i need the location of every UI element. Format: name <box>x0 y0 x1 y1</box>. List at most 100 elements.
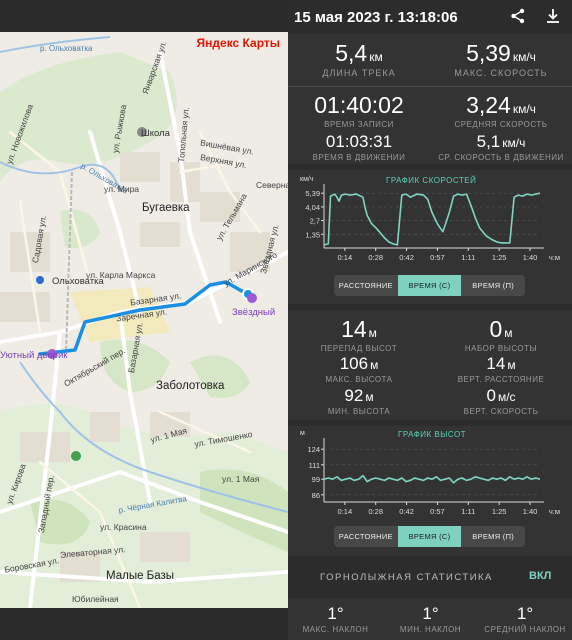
x-tick-label: 1:40 <box>523 253 538 262</box>
yandex-logo-text: Яндекс Карты <box>196 36 280 50</box>
map-label: ул. Красина <box>100 522 147 532</box>
avg-slope-stat: 1° СРЕДНИЙ НАКЛОН <box>478 604 572 634</box>
speed-unit: км/ч <box>300 176 314 183</box>
elevation-tab-distance[interactable]: РАССТОЯНИЕ <box>338 532 393 541</box>
speed-tab-time-moving[interactable]: ВРЕМЯ (П) <box>472 281 515 290</box>
elevation-drop-unit: м <box>368 326 377 340</box>
map-label: р. Ольховатка <box>40 44 93 53</box>
avg-slope-label: СРЕДНИЙ НАКЛОН <box>484 625 566 634</box>
y-tick-label: 5,39 <box>305 189 320 198</box>
avg-speed-label: СРЕДНЯЯ СКОРОСТЬ <box>454 120 548 129</box>
moving-time-value: 01:03:31 <box>325 132 393 151</box>
stats-panel: 15 мая 2023 г. 13:18:06 5,4 км ДЛИНА ТРЕК… <box>288 0 572 640</box>
yandex-maps-logo[interactable]: Яндекс Карты <box>197 36 280 50</box>
elevation-max-unit: м <box>370 358 379 372</box>
map-label: Уютный дворик <box>0 350 68 361</box>
x-tick-label: 0:42 <box>399 253 414 262</box>
vert-distance-value: 14 <box>486 354 506 373</box>
max-slope-stat: 1° МАКС. НАКЛОН <box>288 604 383 634</box>
avg-speed-value: 3,24 <box>466 92 511 118</box>
y-tick-label: 99 <box>312 475 320 484</box>
avg-speed-unit: км/ч <box>512 102 536 116</box>
avg-moving-speed-unit: км/ч <box>502 136 526 150</box>
map-label: Школа <box>141 128 170 139</box>
ski-stats-toggle[interactable]: ВКЛ <box>529 570 552 582</box>
speed-chart-card: км/ч ГРАФИК СКОРОСТЕЙ 1,35 2,7 4,04 5,39 0:1… <box>288 170 572 304</box>
series-line <box>323 192 541 246</box>
vert-distance-unit: м <box>507 358 516 372</box>
vert-speed-unit: м/с <box>497 390 516 404</box>
series-line <box>323 474 541 484</box>
vert-speed-stat: 0 м/с ВЕРТ. СКОРОСТЬ <box>430 386 572 416</box>
vert-speed-label: ВЕРТ. СКОРОСТЬ <box>463 407 539 416</box>
elevation-gain-value: 0 <box>489 316 503 342</box>
elevation-max-label: МАКС. ВЫСОТА <box>325 375 393 384</box>
min-slope-value: 1° <box>422 604 439 623</box>
speed-chart[interactable]: 1,35 2,7 4,04 5,39 0:14 0:28 0:42 0:57 1:11 1:25 1… <box>288 170 572 270</box>
elevation-chart-card: м ГРАФИК ВЫСОТ 86 99 111 124 0:14 0:28 0:42 0:5… <box>288 426 572 556</box>
min-slope-stat: 1° МИН. НАКЛОН <box>383 604 478 634</box>
x-tick-label: 1:11 <box>461 253 475 262</box>
ski-stats-card: 1° МАКС. НАКЛОН 1° МИН. НАКЛОН 1° СРЕДНИ… <box>288 598 572 640</box>
x-tick-label: 0:57 <box>430 507 445 516</box>
speed-axis-mode: РАССТОЯНИЕ ВРЕМЯ (С) ВРЕМЯ (П) <box>334 275 525 296</box>
y-tick-label: 1,35 <box>305 230 320 239</box>
x-axis-unit: ч:м <box>549 253 560 262</box>
x-tick-label: 0:14 <box>338 253 353 262</box>
elevation-min-stat: 92 м МИН. ВЫСОТА <box>288 386 430 416</box>
x-tick-label: 1:11 <box>461 507 475 516</box>
elevation-tab-time-clock[interactable]: ВРЕМЯ (С) <box>397 526 462 547</box>
speed-chart-title: ГРАФИК СКОРОСТЕЙ <box>386 176 477 185</box>
elevation-gain-unit: м <box>504 326 513 340</box>
x-tick-label: 0:14 <box>338 507 353 516</box>
elevation-drop-value: 14 <box>341 316 367 342</box>
x-tick-label: 1:40 <box>523 507 538 516</box>
map-label: ул. 1 Мая <box>222 474 260 484</box>
x-tick-label: 0:28 <box>368 253 383 262</box>
speed-tab-time-clock[interactable]: ВРЕМЯ (С) <box>397 275 462 296</box>
max-speed-value: 5,39 <box>466 40 511 66</box>
max-slope-value: 1° <box>327 604 344 623</box>
record-time-stat: 01:40:02 ВРЕМЯ ЗАПИСИ <box>288 92 430 129</box>
share-icon[interactable] <box>510 8 526 24</box>
map-canvas[interactable]: Яндекс Карты р. Ольховатка Январская ул.… <box>0 32 288 608</box>
map-base <box>0 36 288 608</box>
map-panel: Яндекс Карты р. Ольховатка Январская ул.… <box>0 32 288 608</box>
avg-moving-speed-label: СР. СКОРОСТЬ В ДВИЖЕНИИ <box>438 153 564 162</box>
map-label: Юбилейная <box>72 594 119 604</box>
x-tick-label: 1:25 <box>492 507 507 516</box>
min-slope-label: МИН. НАКЛОН <box>399 625 462 634</box>
max-speed-unit: км/ч <box>512 50 536 64</box>
elevation-min-unit: м <box>365 390 374 404</box>
elevation-axis-mode: РАССТОЯНИЕ ВРЕМЯ (С) ВРЕМЯ (П) <box>334 526 525 547</box>
vert-distance-label: ВЕРТ. РАССТОЯНИЕ <box>457 375 545 384</box>
summary-card: 5,4 км ДЛИНА ТРЕКА 5,39 км/ч МАКС. СКОРОСТ… <box>288 34 572 164</box>
track-length-label: ДЛИНА ТРЕКА <box>322 68 396 78</box>
map-label: ул. Карла Маркса <box>86 270 156 280</box>
x-tick-label: 0:28 <box>368 507 383 516</box>
avg-moving-speed-stat: 5,1 км/ч СР. СКОРОСТЬ В ДВИЖЕНИИ <box>430 132 572 162</box>
map-label: Бугаевка <box>142 202 190 214</box>
elevation-chart[interactable]: 86 99 111 124 0:14 0:28 0:42 0:57 1:11 1:25 1:40 ч:… <box>288 426 572 524</box>
elevation-drop-stat: 14 м ПЕРЕПАД ВЫСОТ <box>288 316 430 353</box>
avg-speed-stat: 3,24 км/ч СРЕДНЯЯ СКОРОСТЬ <box>430 92 572 129</box>
map-label: Малые Базы <box>106 570 175 582</box>
elevation-unit: м <box>300 430 305 437</box>
track-length-stat: 5,4 км ДЛИНА ТРЕКА <box>288 40 430 78</box>
y-tick-label: 124 <box>307 445 320 454</box>
map-label: Звёздный <box>232 307 276 318</box>
vert-speed-value: 0 <box>486 386 496 405</box>
download-icon[interactable] <box>545 8 561 24</box>
map-label: Заболотовка <box>156 380 225 392</box>
y-tick-label: 111 <box>309 461 320 470</box>
x-tick-label: 0:57 <box>430 253 445 262</box>
x-tick-label: 0:42 <box>399 507 414 516</box>
x-tick-label: 1:25 <box>492 253 507 262</box>
elevation-tab-time-moving[interactable]: ВРЕМЯ (П) <box>472 532 515 541</box>
speed-tab-distance[interactable]: РАССТОЯНИЕ <box>338 281 393 290</box>
map-label: ул. Мира <box>104 184 140 194</box>
moving-time-stat: 01:03:31 ВРЕМЯ В ДВИЖЕНИИ <box>288 132 430 162</box>
